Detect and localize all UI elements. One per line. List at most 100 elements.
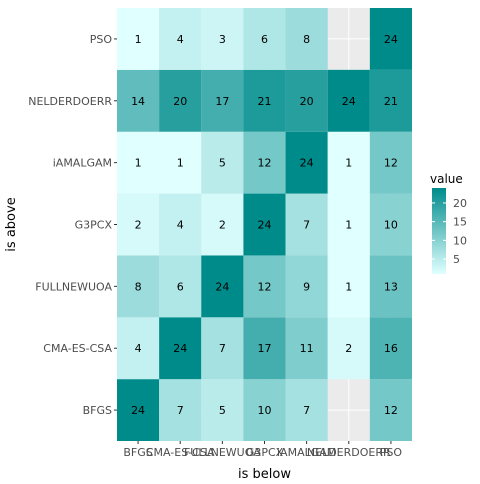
legend-tick-label: 15 bbox=[453, 216, 467, 229]
heatmap-cell bbox=[327, 131, 370, 194]
heatmap-cell bbox=[117, 69, 160, 132]
cell-value-label: 6 bbox=[177, 280, 184, 293]
cell-value-label: 1 bbox=[345, 219, 352, 232]
cell-value-label: 17 bbox=[258, 342, 272, 355]
cell-value-label: 10 bbox=[384, 219, 398, 232]
legend: value 5 10 15 20 bbox=[430, 172, 467, 274]
cell-value-label: 1 bbox=[345, 157, 352, 170]
cell-value-label: 2 bbox=[135, 219, 142, 232]
cell-value-label: 4 bbox=[177, 219, 184, 232]
cell-value-label: 13 bbox=[384, 280, 398, 293]
cell-value-label: 12 bbox=[384, 404, 398, 417]
heatmap-cell bbox=[243, 8, 286, 70]
cell-value-label: 20 bbox=[173, 95, 187, 108]
cell-value-label: 9 bbox=[303, 280, 310, 293]
heatmap-cell bbox=[159, 317, 202, 380]
heatmap-cell bbox=[159, 193, 202, 256]
heatmap-cell bbox=[243, 379, 286, 441]
cell-value-label: 8 bbox=[303, 33, 310, 46]
heatmap-cell bbox=[159, 131, 202, 194]
heatmap-cell bbox=[369, 8, 412, 70]
heatmap-cell bbox=[117, 379, 160, 441]
cell-value-label: 7 bbox=[219, 342, 226, 355]
heatmap-cell bbox=[285, 131, 328, 194]
cell-value-label: 10 bbox=[258, 404, 272, 417]
heatmap-cell bbox=[243, 69, 286, 132]
x-tick-label: iAMALGAM bbox=[277, 446, 336, 459]
legend-tick-label: 5 bbox=[453, 253, 460, 266]
y-tick-label: NELDERDOERR bbox=[28, 95, 112, 108]
cell-value-label: 1 bbox=[177, 157, 184, 170]
x-tick-label: NELDERDOERR bbox=[307, 446, 391, 459]
x-tick-label: BFGS bbox=[123, 446, 152, 459]
heatmap-cell bbox=[201, 317, 244, 380]
cell-value-label: 24 bbox=[384, 33, 398, 46]
heatmap-cell bbox=[159, 379, 202, 441]
cell-value-label: 12 bbox=[258, 157, 272, 170]
cell-value-label: 21 bbox=[384, 95, 398, 108]
heatmap-cell bbox=[369, 317, 412, 380]
heatmap-cell bbox=[327, 69, 370, 132]
y-tick-label: FULLNEWUOA bbox=[35, 280, 112, 293]
heatmap-cell bbox=[369, 379, 412, 441]
cell-value-label: 4 bbox=[177, 33, 184, 46]
heatmap-cell bbox=[285, 379, 328, 441]
heatmap-cell bbox=[327, 317, 370, 380]
y-tick-label: CMA-ES-CSA bbox=[43, 342, 112, 355]
cell-value-label: 5 bbox=[219, 404, 226, 417]
x-axis-title: is below bbox=[238, 467, 291, 480]
heatmap-cell bbox=[327, 193, 370, 256]
heatmap-cell bbox=[243, 255, 286, 318]
cell-value-label: 5 bbox=[219, 157, 226, 170]
cell-value-label: 2 bbox=[345, 342, 352, 355]
heatmap-cell bbox=[285, 317, 328, 380]
heatmap-cell bbox=[159, 255, 202, 318]
cell-value-label: 17 bbox=[215, 95, 229, 108]
cell-value-label: 12 bbox=[258, 280, 272, 293]
heatmap-cell bbox=[117, 131, 160, 194]
heatmap-cell bbox=[285, 255, 328, 318]
cell-value-label: 12 bbox=[384, 157, 398, 170]
cell-value-label: 7 bbox=[303, 219, 310, 232]
legend-tick-label: 10 bbox=[453, 234, 467, 247]
heatmap-cell bbox=[369, 131, 412, 194]
x-axis: BFGSCMA-ES-CSAFULLNEWUOAG3PCXiAMALGAMNEL… bbox=[123, 441, 402, 459]
legend-colorbar bbox=[432, 188, 446, 274]
heatmap-tiles bbox=[117, 8, 412, 441]
y-tick-label: iAMALGAM bbox=[53, 157, 112, 170]
heatmap-cell bbox=[285, 69, 328, 132]
cell-value-label: 24 bbox=[300, 157, 314, 170]
cell-value-label: 4 bbox=[135, 342, 142, 355]
heatmap-cell bbox=[117, 255, 160, 318]
cell-value-label: 1 bbox=[135, 157, 142, 170]
heatmap-cell bbox=[159, 8, 202, 70]
heatmap-cell bbox=[243, 131, 286, 194]
heatmap-cell bbox=[201, 8, 244, 70]
heatmap-cell bbox=[201, 255, 244, 318]
cell-value-label: 11 bbox=[300, 342, 314, 355]
cell-value-label: 3 bbox=[219, 33, 226, 46]
cell-value-label: 24 bbox=[131, 404, 145, 417]
y-tick-label: BFGS bbox=[83, 404, 112, 417]
cell-labels: 24 7 5 10 7 124 24 7 17 11 2 168 6 24 12 9 1 132 4 2 24 7 1 101… bbox=[131, 33, 398, 417]
cell-value-label: 24 bbox=[342, 95, 356, 108]
x-tick-label: PSO bbox=[380, 446, 403, 459]
heatmap-cell bbox=[201, 193, 244, 256]
y-tick-label: PSO bbox=[90, 33, 113, 46]
cell-value-label: 1 bbox=[345, 280, 352, 293]
y-tick-label: G3PCX bbox=[75, 219, 113, 232]
heatmap-cell bbox=[159, 69, 202, 132]
heatmap-cell bbox=[285, 193, 328, 256]
heatmap-cell bbox=[117, 317, 160, 380]
y-axis-title: is above bbox=[4, 197, 19, 251]
heatmap-cell bbox=[369, 193, 412, 256]
heatmap-cell bbox=[243, 317, 286, 380]
y-axis: BFGS CMA-ES-CSA FULLNEWUOA G3PCX iAMALGAM NEL… bbox=[28, 33, 117, 417]
heatmap-cell bbox=[201, 131, 244, 194]
heatmap-cell bbox=[369, 255, 412, 318]
cell-value-label: 14 bbox=[131, 95, 145, 108]
x-tick-label: FULLNEWUOA bbox=[184, 446, 261, 459]
cell-value-label: 16 bbox=[384, 342, 398, 355]
